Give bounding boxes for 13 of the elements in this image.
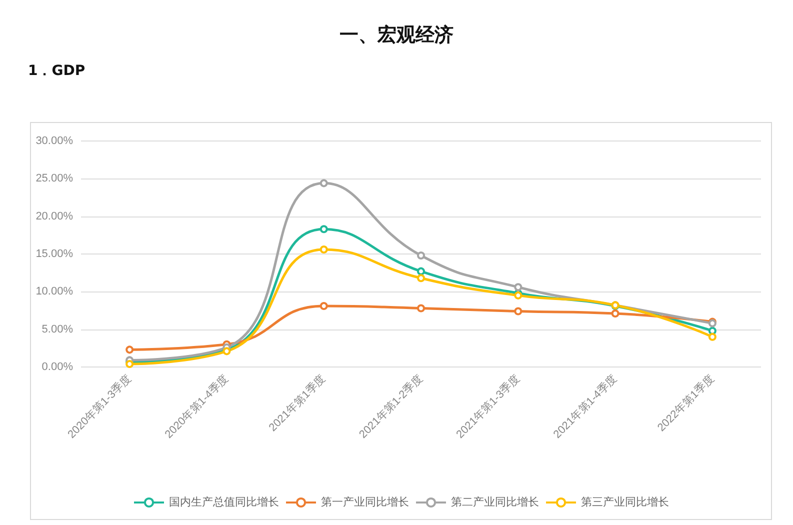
chart-subtitle: 1．GDP (28, 62, 86, 80)
legend-label: 第一产业同比增长 (321, 496, 409, 508)
legend-label: 第二产业同比增长 (451, 496, 539, 508)
y-tick-label: 20.00% (36, 210, 74, 222)
y-tick-label: 15.00% (36, 248, 74, 260)
y-tick-label: 10.00% (36, 286, 74, 298)
legend-label: 国内生产总值同比增长 (169, 496, 279, 508)
y-tick-label: 5.00% (42, 323, 74, 336)
legend-label: 第三产业同比增长 (581, 496, 669, 508)
y-tick-label: 25.00% (36, 172, 74, 185)
chart-title: 一、宏观经济 (338, 23, 454, 48)
y-tick-label: 0.00% (42, 361, 74, 373)
y-tick-label: 30.00% (36, 135, 74, 147)
